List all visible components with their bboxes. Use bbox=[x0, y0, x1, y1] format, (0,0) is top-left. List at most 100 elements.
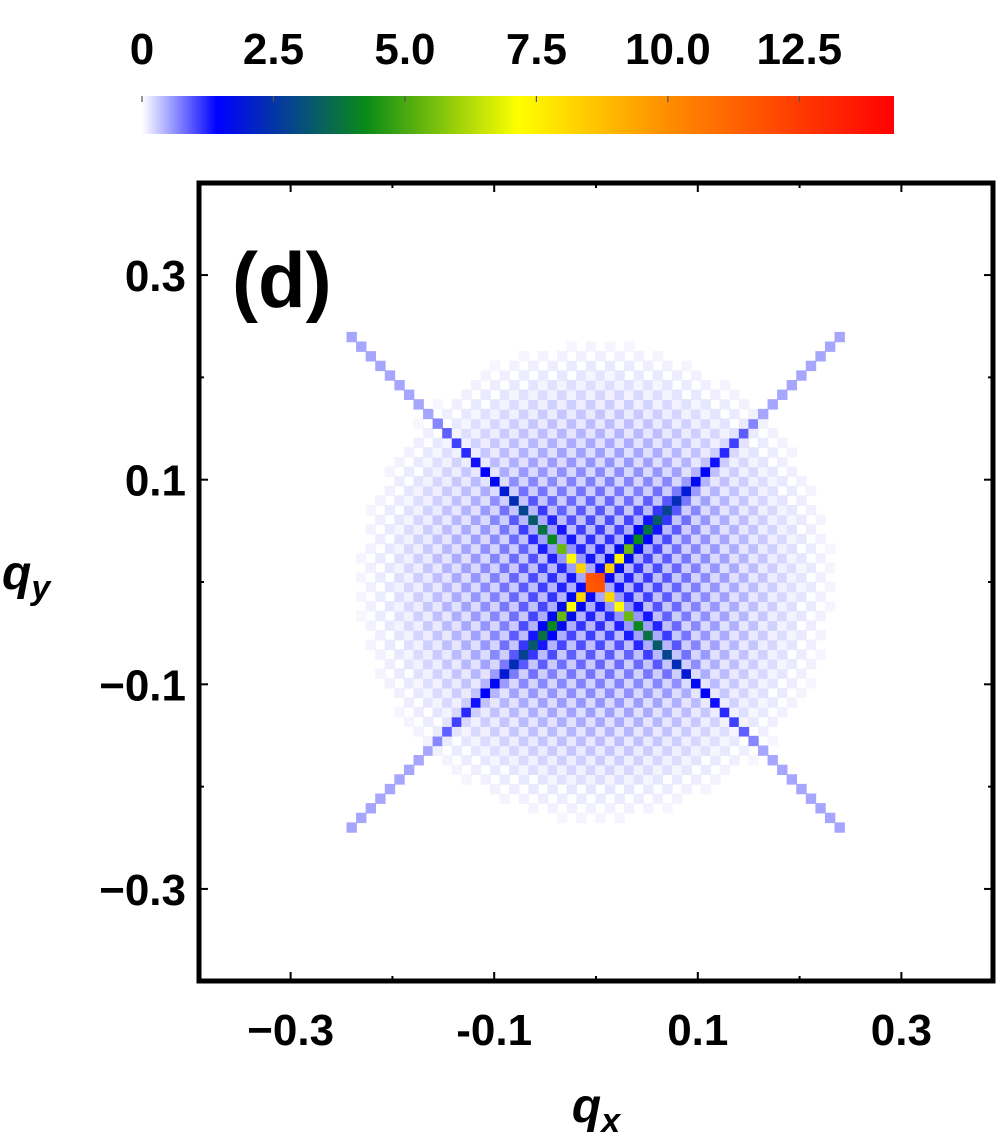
heatmap-cell bbox=[423, 562, 434, 574]
heatmap-cell bbox=[643, 543, 654, 554]
heatmap-cell bbox=[624, 341, 635, 352]
heatmap-cell bbox=[528, 456, 539, 468]
heatmap-cell bbox=[729, 601, 740, 612]
heatmap-cell bbox=[777, 668, 788, 679]
heatmap-cell bbox=[480, 591, 491, 602]
heatmap-cell bbox=[566, 553, 577, 564]
heatmap-cell bbox=[652, 495, 664, 506]
heatmap-cell bbox=[480, 630, 491, 641]
heatmap-cell bbox=[557, 456, 568, 468]
heatmap-cell bbox=[537, 630, 549, 641]
heatmap-cell bbox=[777, 504, 788, 516]
heatmap-cell bbox=[710, 774, 721, 785]
heatmap-cell bbox=[690, 755, 702, 766]
heatmap-cell bbox=[518, 706, 530, 718]
heatmap-cell bbox=[403, 485, 415, 497]
heatmap-cell bbox=[490, 466, 501, 477]
heatmap-cell bbox=[403, 658, 415, 670]
heatmap-cell bbox=[777, 562, 788, 574]
heatmap-cell bbox=[738, 447, 750, 458]
heatmap-cell bbox=[566, 601, 577, 612]
heatmap-cell bbox=[432, 735, 443, 747]
heatmap-cell bbox=[729, 639, 740, 651]
heatmap-cell bbox=[585, 774, 597, 785]
heatmap-cell bbox=[700, 668, 711, 679]
heatmap-cell bbox=[604, 726, 616, 737]
heatmap-cell bbox=[633, 524, 644, 535]
heatmap-cell bbox=[528, 783, 539, 795]
heatmap-cell bbox=[748, 514, 759, 525]
heatmap-cell bbox=[403, 697, 415, 708]
heatmap-cell bbox=[509, 601, 520, 612]
y-tick-label: −0.1 bbox=[99, 661, 186, 710]
heatmap-cell bbox=[662, 447, 673, 458]
heatmap-cell bbox=[729, 456, 740, 468]
heatmap-cell bbox=[480, 774, 491, 785]
heatmap-cell bbox=[777, 601, 788, 612]
heatmap-cell bbox=[547, 514, 558, 525]
heatmap-cell bbox=[509, 504, 520, 516]
heatmap-cell bbox=[499, 668, 510, 679]
heatmap-cell bbox=[375, 610, 386, 622]
heatmap-cell bbox=[652, 504, 664, 516]
heatmap-cell bbox=[470, 639, 482, 651]
heatmap-cell bbox=[757, 706, 769, 718]
heatmap-cell bbox=[518, 562, 530, 574]
heatmap-cell bbox=[805, 543, 817, 554]
heatmap-cell bbox=[585, 553, 597, 564]
heatmap-cell bbox=[614, 428, 625, 439]
heatmap-cell bbox=[451, 533, 463, 545]
heatmap-cell bbox=[480, 553, 491, 564]
heatmap-cell bbox=[528, 639, 539, 651]
heatmap-cell bbox=[671, 591, 683, 602]
heatmap-cell bbox=[576, 620, 587, 631]
heatmap-cell bbox=[624, 476, 635, 487]
heatmap-cell bbox=[499, 428, 510, 439]
heatmap-cell bbox=[480, 456, 491, 468]
heatmap-cell bbox=[518, 668, 530, 679]
heatmap-cell bbox=[547, 524, 558, 535]
heatmap-cell bbox=[413, 658, 424, 670]
heatmap-cell bbox=[652, 581, 664, 593]
heatmap-cell bbox=[470, 399, 482, 410]
heatmap-cell bbox=[585, 543, 597, 554]
heatmap-cell bbox=[604, 572, 616, 583]
heatmap-cell bbox=[509, 706, 520, 718]
heatmap-cell bbox=[490, 553, 501, 564]
heatmap-cell bbox=[662, 437, 673, 449]
heatmap-cell bbox=[557, 562, 568, 574]
heatmap-cell bbox=[585, 716, 597, 727]
heatmap-cell bbox=[423, 620, 434, 631]
heatmap-cell bbox=[442, 755, 453, 766]
heatmap-cell bbox=[690, 447, 702, 458]
heatmap-cell bbox=[738, 504, 750, 516]
heatmap-cell bbox=[518, 755, 530, 766]
heatmap-cell bbox=[643, 774, 654, 785]
heatmap-cell bbox=[777, 581, 788, 593]
heatmap-cell bbox=[700, 418, 711, 429]
heatmap-cell bbox=[432, 447, 443, 458]
heatmap-cell bbox=[518, 687, 530, 699]
heatmap-cell bbox=[403, 543, 415, 554]
heatmap-cell bbox=[690, 630, 702, 641]
heatmap-cell bbox=[528, 399, 539, 410]
heatmap-cell bbox=[652, 620, 664, 631]
heatmap-cell bbox=[423, 553, 434, 564]
heatmap-cell bbox=[403, 610, 415, 622]
heatmap-cell bbox=[566, 774, 577, 785]
heatmap-cell bbox=[365, 562, 377, 574]
heatmap-cell bbox=[557, 697, 568, 708]
heatmap-cell bbox=[738, 716, 750, 727]
heatmap-cell bbox=[767, 447, 778, 458]
heatmap-cell bbox=[643, 706, 654, 718]
heatmap-cell bbox=[547, 716, 558, 727]
heatmap-cell bbox=[710, 437, 721, 449]
heatmap-cell bbox=[547, 774, 558, 785]
heatmap-cell bbox=[614, 485, 625, 497]
heatmap-cell bbox=[633, 764, 644, 776]
heatmap-cell bbox=[662, 764, 673, 776]
heatmap-cell bbox=[786, 504, 798, 516]
heatmap-cell bbox=[509, 408, 520, 420]
heatmap-cell bbox=[509, 447, 520, 458]
heatmap-cell bbox=[403, 581, 415, 593]
